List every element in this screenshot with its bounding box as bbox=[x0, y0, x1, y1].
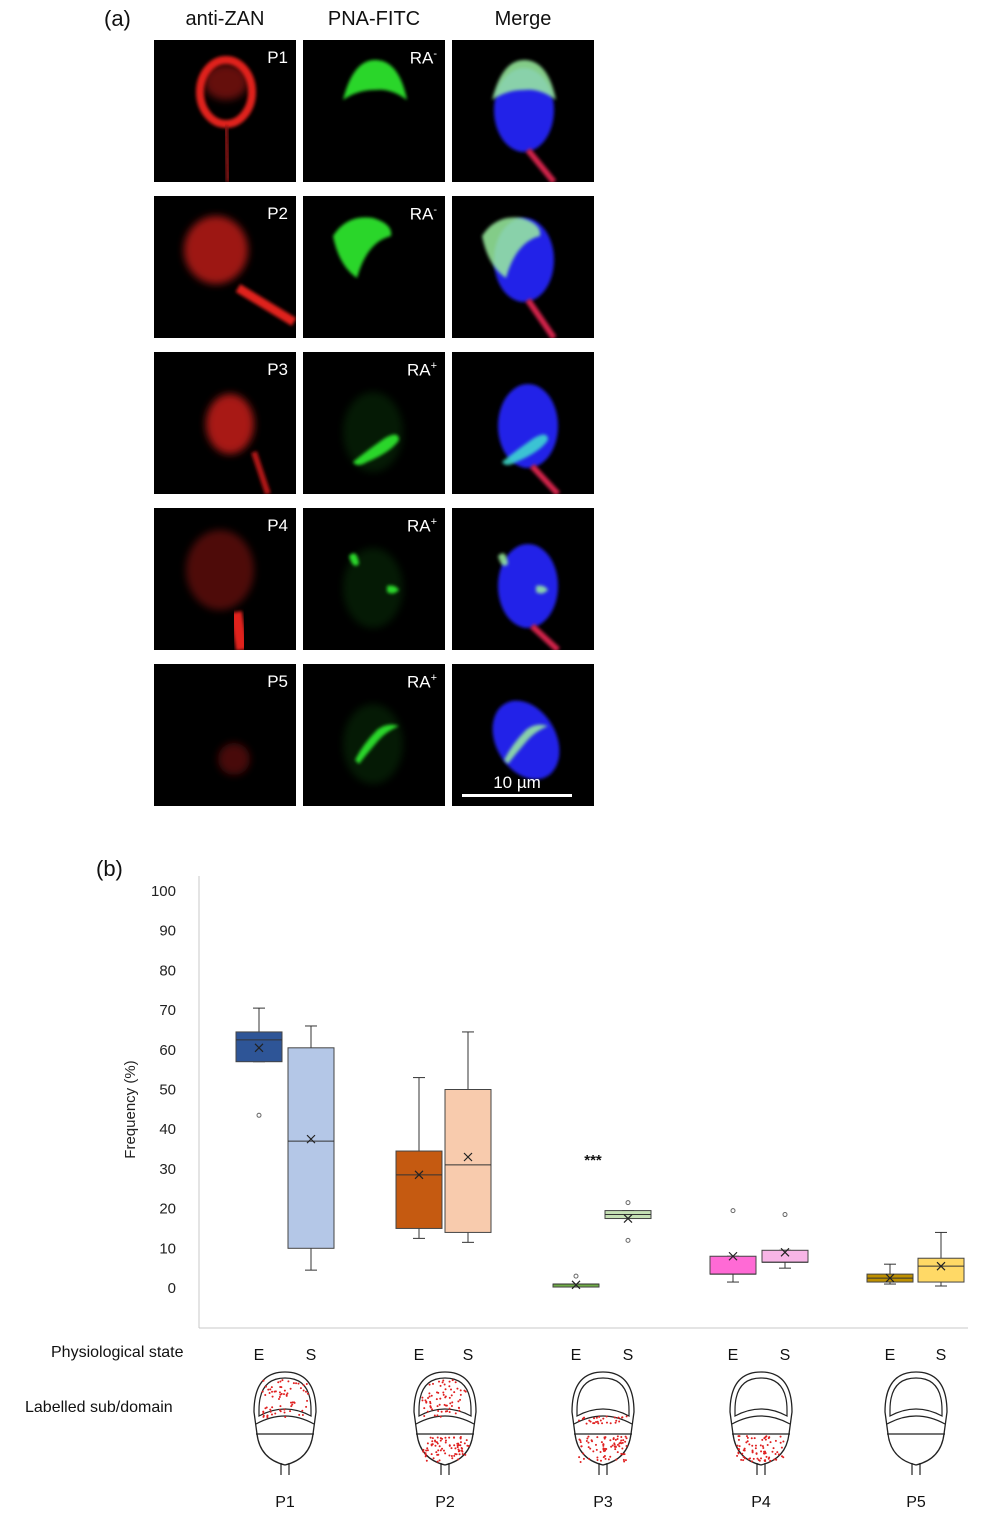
outlier-point bbox=[256, 1112, 262, 1118]
outlier-point bbox=[730, 1208, 736, 1214]
mean-marker bbox=[885, 1273, 895, 1283]
state-label: S bbox=[463, 1347, 474, 1364]
labelled-domain-label: Labelled sub/domain bbox=[25, 1399, 173, 1416]
micrograph-p2-merge bbox=[452, 196, 594, 338]
pattern-axis-label: P3 bbox=[593, 1494, 613, 1511]
micrograph-p3-pna-fitc: RA+ bbox=[303, 352, 445, 494]
boxplot-chart: 0 10 20 30 40 50 60 70 80 90 100 Frequency (%) E S E S E… bbox=[122, 876, 968, 1511]
outlier-point bbox=[625, 1237, 631, 1243]
micrograph-p4-merge bbox=[452, 508, 594, 650]
micrograph-p5-anti-zan: P5 bbox=[154, 664, 296, 806]
outlier-point bbox=[573, 1273, 579, 1279]
pattern-axis-label: P2 bbox=[435, 1494, 455, 1511]
pattern-label: P1 bbox=[267, 48, 288, 67]
y-tick-label: 60 bbox=[159, 1042, 176, 1059]
state-label: E bbox=[254, 1347, 265, 1364]
mean-marker bbox=[254, 1043, 264, 1053]
acrosome-diagram-p2 bbox=[413, 1371, 477, 1475]
acrosome-diagram-p1 bbox=[253, 1371, 317, 1475]
y-axis-label: Frequency (%) bbox=[122, 1060, 139, 1158]
micrograph-p1-anti-zan: P1 bbox=[154, 40, 296, 182]
micrograph-p4-pna-fitc: RA+ bbox=[303, 508, 445, 650]
panel-b-label: (b) bbox=[96, 856, 123, 881]
physiological-state-label: Physiological state bbox=[51, 1344, 184, 1361]
pattern-label: P3 bbox=[267, 360, 288, 379]
mean-marker bbox=[463, 1152, 473, 1162]
y-tick-label: 70 bbox=[159, 1002, 176, 1019]
y-tick-label: 30 bbox=[159, 1161, 176, 1178]
y-tick-label: 40 bbox=[159, 1121, 176, 1138]
micrograph-p1-merge bbox=[452, 40, 594, 182]
acrosome-diagram-p5 bbox=[884, 1371, 948, 1475]
outlier-point bbox=[782, 1212, 788, 1218]
pattern-axis-label: P5 bbox=[906, 1494, 926, 1511]
state-label: E bbox=[414, 1347, 425, 1364]
pattern-axis-label: P1 bbox=[275, 1494, 295, 1511]
acrosome-status-label: RA+ bbox=[406, 360, 437, 380]
acrosome-status-label: RA+ bbox=[406, 516, 437, 536]
micrograph-p3-anti-zan: P3 bbox=[154, 352, 296, 494]
pattern-label: P5 bbox=[267, 672, 288, 691]
micrograph-p1-pna-fitc: RA- bbox=[303, 40, 445, 182]
y-tick-label: 20 bbox=[159, 1201, 176, 1218]
acrosome-status-label: RA- bbox=[409, 204, 437, 224]
acrosome-diagram-p3 bbox=[571, 1371, 635, 1475]
box-p2-e bbox=[395, 1077, 443, 1239]
mean-marker bbox=[414, 1170, 424, 1180]
micrograph-p2-anti-zan: P2 bbox=[154, 196, 296, 338]
column-header-anti-zan: anti-ZAN bbox=[185, 8, 265, 30]
column-header-merge: Merge bbox=[494, 8, 552, 30]
state-label: S bbox=[623, 1347, 634, 1364]
box-p5-s bbox=[917, 1231, 965, 1287]
micrograph-p5-merge: 10 µm bbox=[452, 664, 594, 806]
mean-marker bbox=[780, 1247, 790, 1257]
box-p3-e bbox=[552, 1273, 600, 1290]
state-label: S bbox=[306, 1347, 317, 1364]
box-p3-s bbox=[604, 1200, 652, 1243]
mean-marker bbox=[936, 1261, 946, 1271]
y-tick-label: 90 bbox=[159, 923, 176, 940]
panel-a-label: (a) bbox=[104, 6, 131, 31]
mean-marker bbox=[306, 1134, 316, 1144]
micrograph-p2-pna-fitc: RA- bbox=[303, 196, 445, 338]
box-p1-s bbox=[287, 1025, 335, 1271]
state-label: S bbox=[936, 1347, 947, 1364]
scale-bar-label: 10 µm bbox=[493, 773, 541, 792]
y-tick-label: 50 bbox=[159, 1082, 176, 1099]
pattern-label: P4 bbox=[267, 516, 288, 535]
column-header-pna-fitc: PNA-FITC bbox=[327, 8, 421, 30]
state-label: E bbox=[728, 1347, 739, 1364]
acrosome-diagram-p4 bbox=[729, 1371, 793, 1475]
acrosome-status-label: RA- bbox=[409, 48, 437, 68]
state-label: E bbox=[571, 1347, 582, 1364]
pattern-label: P2 bbox=[267, 204, 288, 223]
box-p4-e bbox=[709, 1208, 757, 1283]
y-tick-label: 0 bbox=[168, 1280, 176, 1297]
y-tick-label: 10 bbox=[159, 1240, 176, 1257]
outlier-point bbox=[625, 1200, 631, 1206]
box-p4-s bbox=[761, 1212, 809, 1269]
micrograph-p3-merge bbox=[452, 352, 594, 494]
y-tick-label: 80 bbox=[159, 962, 176, 979]
micrograph-p5-pna-fitc: RA+ bbox=[303, 664, 445, 806]
significance-marker: *** bbox=[584, 1152, 602, 1169]
state-label: E bbox=[885, 1347, 896, 1364]
y-tick-label: 100 bbox=[151, 883, 176, 900]
mean-marker bbox=[728, 1251, 738, 1261]
box-p1-e bbox=[235, 1007, 283, 1118]
pattern-axis-label: P4 bbox=[751, 1494, 771, 1511]
box-p5-e bbox=[866, 1263, 914, 1285]
micrograph-p4-anti-zan: P4 bbox=[154, 508, 296, 650]
scale-bar bbox=[462, 794, 572, 797]
mean-marker bbox=[571, 1280, 581, 1290]
state-label: S bbox=[780, 1347, 791, 1364]
acrosome-status-label: RA+ bbox=[406, 672, 437, 692]
mean-marker bbox=[623, 1214, 633, 1223]
box-p2-s bbox=[444, 1031, 492, 1243]
